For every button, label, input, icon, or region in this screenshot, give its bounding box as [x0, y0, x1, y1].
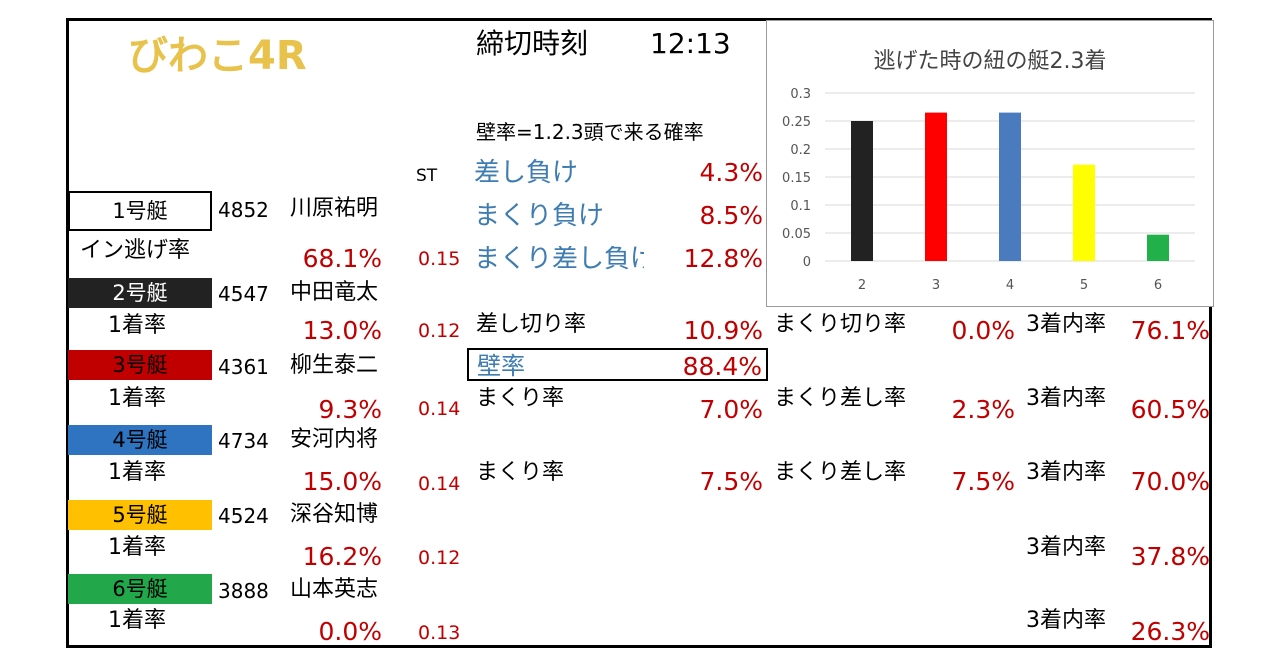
bar-4	[999, 112, 1021, 261]
row3-top3-label: 3着内率	[1026, 386, 1106, 411]
row2-sashikiri-value: 10.9%	[683, 316, 763, 345]
boat-1-name: 川原祐明	[290, 196, 379, 221]
boat-4-name: 安河内将	[290, 427, 379, 452]
bar-3	[925, 112, 947, 261]
makuri-sashi-make-label: まくり差し負け	[474, 246, 644, 272]
makuri-make-value: 8.5%	[699, 201, 763, 230]
y-tick-label: 0.15	[782, 171, 811, 186]
makuri-sashi-make-value: 12.8%	[683, 244, 763, 273]
row2-top3-value: 76.1%	[1130, 316, 1210, 345]
sashi-make-value: 4.3%	[699, 158, 763, 187]
y-tick-label: 0.3	[790, 87, 811, 102]
sashi-make-label: 差し負け	[474, 158, 579, 188]
row6-top3-value: 26.3%	[1130, 617, 1210, 646]
boat-4-label: 4号艇	[68, 425, 212, 455]
row3-makuri-label: まくり率	[476, 386, 565, 411]
boat-3-id: 4361	[218, 355, 269, 379]
row3-makurisashi-label: まくり差し率	[774, 386, 907, 411]
boat-6-label: 6号艇	[68, 574, 212, 604]
row4-makurisashi-value: 7.5%	[951, 467, 1015, 496]
boat-3-st: 0.14	[418, 398, 461, 420]
boat-2-label: 2号艇	[68, 278, 212, 308]
boat-1-st: 0.15	[418, 248, 461, 270]
boat-1-label: 1号艇	[112, 199, 168, 223]
boat-3-label: 3号艇	[68, 350, 212, 380]
boat-5-id: 4524	[218, 504, 269, 528]
boat-5-rate-label: 1着率	[108, 535, 166, 560]
st-label: ST	[416, 166, 438, 186]
x-tick-label: 6	[1154, 278, 1162, 293]
boat-6-rate: 0.0%	[318, 617, 382, 646]
boat-2-name: 中田竜太	[290, 280, 379, 305]
sheet-frame	[66, 18, 1212, 648]
boat-4-rate: 15.0%	[302, 467, 382, 496]
boat-3-rate-label: 1着率	[108, 386, 166, 411]
makuri-make-label: まくり負け	[474, 201, 605, 231]
boat-2-rate-label: 1着率	[108, 313, 166, 338]
row4-top3-value: 70.0%	[1130, 467, 1210, 496]
deadline-label: 締切時刻	[476, 27, 589, 60]
wall-rate-box: 壁率 88.4%	[467, 348, 768, 381]
row5-top3-label: 3着内率	[1026, 535, 1106, 560]
boat-5-name: 深谷知博	[290, 502, 379, 527]
y-tick-label: 0.2	[790, 143, 811, 158]
chart-panel: 逃げた時の紐の艇2.3着 0 0.05 0.1 0.15 0.2 0.25 0.3 2 3 4 5 6	[766, 20, 1214, 307]
boat-4-id: 4734	[218, 429, 269, 453]
boat-3-name: 柳生泰二	[290, 353, 379, 378]
boat-6-id: 3888	[218, 579, 269, 603]
deadline-time: 12:13	[650, 27, 731, 60]
chart-title: 逃げた時の紐の艇2.3着	[873, 49, 1107, 74]
row2-makurikiri-label: まくり切り率	[774, 312, 907, 337]
x-tick-label: 2	[858, 278, 866, 293]
boat-6-st: 0.13	[418, 622, 461, 644]
row4-top3-label: 3着内率	[1026, 460, 1106, 485]
boat-1-id: 4852	[218, 198, 269, 222]
wall-rate-value: 88.4%	[682, 352, 762, 381]
row4-makuri-value: 7.5%	[699, 467, 763, 496]
x-tick-label: 5	[1080, 278, 1088, 293]
row3-makuri-value: 7.0%	[699, 395, 763, 424]
bar-2	[851, 121, 873, 261]
race-title: びわこ4R	[128, 33, 307, 79]
boat-4-rate-label: 1着率	[108, 460, 166, 485]
boat-5-label: 5号艇	[68, 500, 212, 530]
x-tick-label: 3	[932, 278, 940, 293]
boat-5-st: 0.12	[418, 547, 461, 569]
row4-makurisashi-label: まくり差し率	[774, 460, 907, 485]
boat-2-rate: 13.0%	[302, 316, 382, 345]
bar-6	[1147, 234, 1169, 261]
x-tick-label: 4	[1006, 278, 1014, 293]
y-tick-label: 0	[803, 255, 811, 270]
boat-5-rate: 16.2%	[302, 542, 382, 571]
row3-makurisashi-value: 2.3%	[951, 395, 1015, 424]
row6-top3-label: 3着内率	[1026, 608, 1106, 633]
boat-2-st: 0.12	[418, 320, 461, 342]
wall-rate-label: 壁率	[477, 352, 525, 380]
bar-5	[1073, 164, 1095, 261]
row2-top3-label: 3着内率	[1026, 312, 1106, 337]
boat-1-rate: 68.1%	[302, 244, 382, 273]
boat-1-rate-label: イン逃げ率	[80, 238, 191, 263]
boat-6-rate-label: 1着率	[108, 608, 166, 633]
boat-3-rate: 9.3%	[318, 395, 382, 424]
y-tick-label: 0.05	[782, 227, 811, 242]
y-tick-label: 0.1	[790, 199, 811, 214]
row3-top3-value: 60.5%	[1130, 395, 1210, 424]
row2-sashikiri-label: 差し切り率	[476, 312, 587, 337]
boat-4-st: 0.14	[418, 473, 461, 495]
bar-chart: 0 0.05 0.1 0.15 0.2 0.25 0.3 2 3 4 5 6	[782, 87, 1195, 293]
boat-6-name: 山本英志	[290, 577, 379, 602]
y-tick-label: 0.25	[782, 115, 811, 130]
boat-2-id: 4547	[218, 282, 269, 306]
row2-makurikiri-value: 0.0%	[951, 316, 1015, 345]
row5-top3-value: 37.8%	[1130, 542, 1210, 571]
wall-heading: 壁率=1.2.3頭で来る確率	[476, 120, 704, 144]
row4-makuri-label: まくり率	[476, 460, 565, 485]
boat-1-box: 1号艇	[68, 191, 212, 231]
